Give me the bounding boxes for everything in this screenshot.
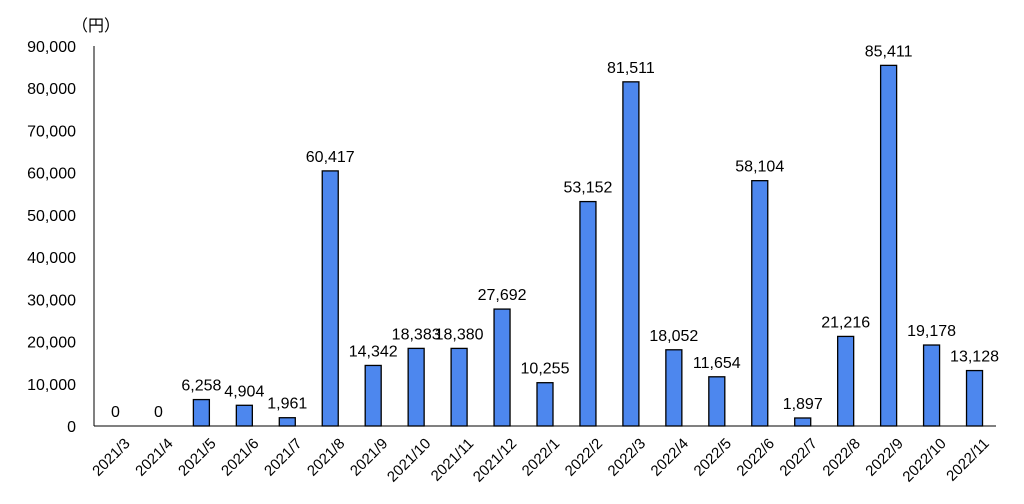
data-label: 0 [111, 404, 120, 421]
bars [192, 64, 984, 427]
x-tick-label: 2021/4 [132, 435, 176, 479]
y-tick-label: 90,000 [27, 39, 76, 56]
bar [321, 170, 339, 427]
data-label: 1,897 [783, 396, 823, 413]
x-tick-label: 2022/8 [819, 435, 863, 479]
bar [922, 344, 941, 427]
x-tick-label: 2022/11 [943, 435, 993, 485]
data-label: 58,104 [735, 159, 784, 176]
bar [794, 417, 812, 427]
x-tick-label: 2021/3 [89, 435, 133, 479]
bar [965, 369, 984, 427]
x-tick-label: 2022/2 [562, 435, 606, 479]
x-tick-label: 2022/4 [648, 435, 692, 479]
y-tick-label: 10,000 [27, 377, 76, 394]
data-label: 18,380 [435, 326, 484, 343]
bar [751, 180, 769, 427]
y-tick-label: 80,000 [27, 81, 76, 98]
y-tick-label: 20,000 [27, 335, 76, 352]
data-label: 81,511 [607, 60, 655, 77]
data-label: 85,411 [865, 43, 913, 60]
bar [192, 398, 211, 427]
bar [665, 349, 683, 427]
y-tick-label: 30,000 [27, 292, 76, 309]
bar [708, 376, 726, 427]
data-label: 18,383 [392, 326, 441, 343]
bar [278, 417, 296, 427]
x-tick-label: 2022/10 [899, 435, 949, 485]
x-tick-label: 2021/8 [304, 435, 348, 479]
y-tick-label: 60,000 [27, 166, 76, 183]
data-label: 11,654 [693, 355, 741, 372]
bar [364, 364, 382, 427]
bar [579, 200, 597, 427]
x-tick-label: 2022/3 [605, 435, 649, 479]
data-label: 18,052 [649, 328, 698, 345]
x-tick-label: 2022/7 [776, 435, 820, 479]
data-label: 19,178 [907, 323, 956, 340]
data-label: 14,342 [349, 343, 398, 360]
bar [837, 335, 855, 427]
data-label: 27,692 [478, 287, 527, 304]
x-tick-label: 2021/11 [428, 435, 478, 485]
y-tick-label: 0 [67, 419, 76, 436]
data-label: 10,255 [521, 361, 570, 378]
bar [450, 347, 468, 427]
bar [493, 308, 511, 427]
data-label: 0 [154, 404, 163, 421]
x-tick-label: 2021/10 [384, 435, 434, 485]
data-label: 53,152 [563, 180, 612, 197]
y-tick-label: 40,000 [27, 250, 76, 267]
bar [536, 382, 554, 427]
y-unit-label: （円） [72, 17, 120, 35]
data-label: 60,417 [306, 149, 355, 166]
x-tick-label: 2021/5 [175, 435, 219, 479]
x-tick-label: 2022/1 [519, 435, 563, 479]
y-tick-label: 50,000 [27, 208, 76, 225]
x-tick-label: 2021/7 [261, 435, 305, 479]
x-tick-label: 2021/6 [218, 435, 262, 479]
bar [235, 404, 253, 427]
bar [879, 64, 898, 427]
bar [622, 81, 640, 427]
x-tick-label: 2021/12 [470, 435, 520, 485]
x-tick-label: 2022/5 [691, 435, 735, 479]
data-label: 13,128 [950, 349, 999, 366]
y-tick-labels: 0 10,000 20,000 30,000 40,000 50,000 60,000 70,… [27, 39, 76, 436]
data-label: 1,961 [267, 396, 307, 413]
data-label: 6,258 [181, 378, 221, 395]
bar [407, 347, 425, 427]
data-label: 4,904 [224, 383, 264, 400]
y-tick-label: 70,000 [27, 123, 76, 140]
x-tick-label: 2022/6 [733, 435, 777, 479]
data-label: 21,216 [821, 314, 870, 331]
